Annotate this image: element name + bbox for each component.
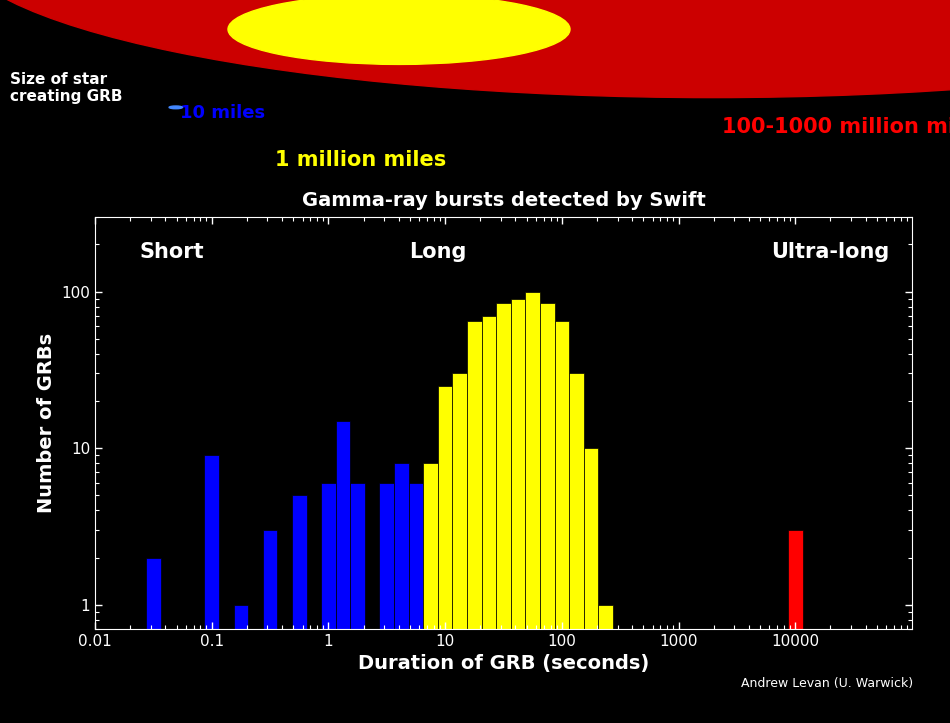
Bar [321,483,335,723]
Title: Gamma-ray bursts detected by Swift: Gamma-ray bursts detected by Swift [301,191,706,210]
Bar [525,291,540,723]
Bar [438,386,452,723]
Bar [292,495,307,723]
Bar [496,303,511,723]
Bar [467,321,482,723]
Circle shape [169,106,182,108]
Text: Size of star
creating GRB: Size of star creating GRB [10,72,122,104]
Bar [234,604,248,723]
Text: 10 miles: 10 miles [180,104,266,122]
Bar [569,374,583,723]
Text: Short: Short [140,241,204,262]
Text: 1 million miles: 1 million miles [276,150,446,170]
Bar [583,448,598,723]
Bar [408,483,424,723]
Bar [424,463,438,723]
Bar [482,316,496,723]
Bar [598,604,613,723]
Text: 100-1000 million miles: 100-1000 million miles [722,117,950,137]
Bar [394,463,408,723]
Bar [204,455,219,723]
X-axis label: Duration of GRB (seconds): Duration of GRB (seconds) [358,654,649,673]
Text: Ultra-long: Ultra-long [771,241,889,262]
Bar [146,557,161,723]
Bar [335,421,351,723]
Y-axis label: Number of GRBs: Number of GRBs [37,333,56,513]
Text: Andrew Levan (U. Warwick): Andrew Levan (U. Warwick) [741,677,913,690]
Bar [511,299,525,723]
Bar [452,374,467,723]
Text: Long: Long [409,241,466,262]
Bar [263,530,277,723]
Bar [540,303,555,723]
Bar [379,483,394,723]
Bar [555,321,569,723]
Bar [788,530,803,723]
Circle shape [228,0,570,64]
Wedge shape [0,0,950,98]
Bar [351,483,365,723]
